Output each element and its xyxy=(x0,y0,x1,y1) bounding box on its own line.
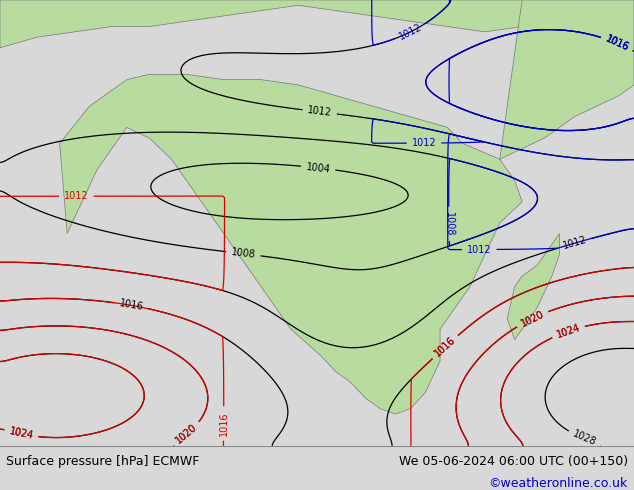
Text: 1016: 1016 xyxy=(604,34,630,53)
Text: Surface pressure [hPa] ECMWF: Surface pressure [hPa] ECMWF xyxy=(6,455,200,468)
Text: 1020: 1020 xyxy=(174,422,199,445)
Text: 1024: 1024 xyxy=(555,322,581,340)
Text: 1020: 1020 xyxy=(174,422,199,445)
Text: We 05-06-2024 06:00 UTC (00+150): We 05-06-2024 06:00 UTC (00+150) xyxy=(399,455,628,468)
Text: 1024: 1024 xyxy=(8,426,34,441)
Text: 1008: 1008 xyxy=(231,247,256,260)
Text: 1020: 1020 xyxy=(519,309,545,328)
Text: 1012: 1012 xyxy=(467,245,491,255)
Text: 1016: 1016 xyxy=(119,298,145,313)
Text: 1004: 1004 xyxy=(306,162,331,174)
Text: 1012: 1012 xyxy=(64,191,89,201)
Text: 1012: 1012 xyxy=(398,22,424,42)
Text: 1016: 1016 xyxy=(604,34,630,53)
Text: 1016: 1016 xyxy=(219,411,229,436)
Text: 1016: 1016 xyxy=(432,335,458,359)
Text: ©weatheronline.co.uk: ©weatheronline.co.uk xyxy=(488,477,628,490)
Polygon shape xyxy=(60,74,522,414)
Text: 1016: 1016 xyxy=(604,34,630,53)
Polygon shape xyxy=(500,0,634,159)
Text: 1012: 1012 xyxy=(411,138,436,148)
Text: 1008: 1008 xyxy=(444,212,454,236)
Text: 1028: 1028 xyxy=(571,429,598,448)
Text: 1024: 1024 xyxy=(8,426,34,441)
Polygon shape xyxy=(507,234,559,340)
Text: 1024: 1024 xyxy=(555,322,581,340)
Text: 1012: 1012 xyxy=(307,105,332,119)
Text: 1016: 1016 xyxy=(432,335,458,359)
Polygon shape xyxy=(0,0,634,48)
Text: 1012: 1012 xyxy=(562,235,588,251)
Text: 1020: 1020 xyxy=(519,309,545,328)
